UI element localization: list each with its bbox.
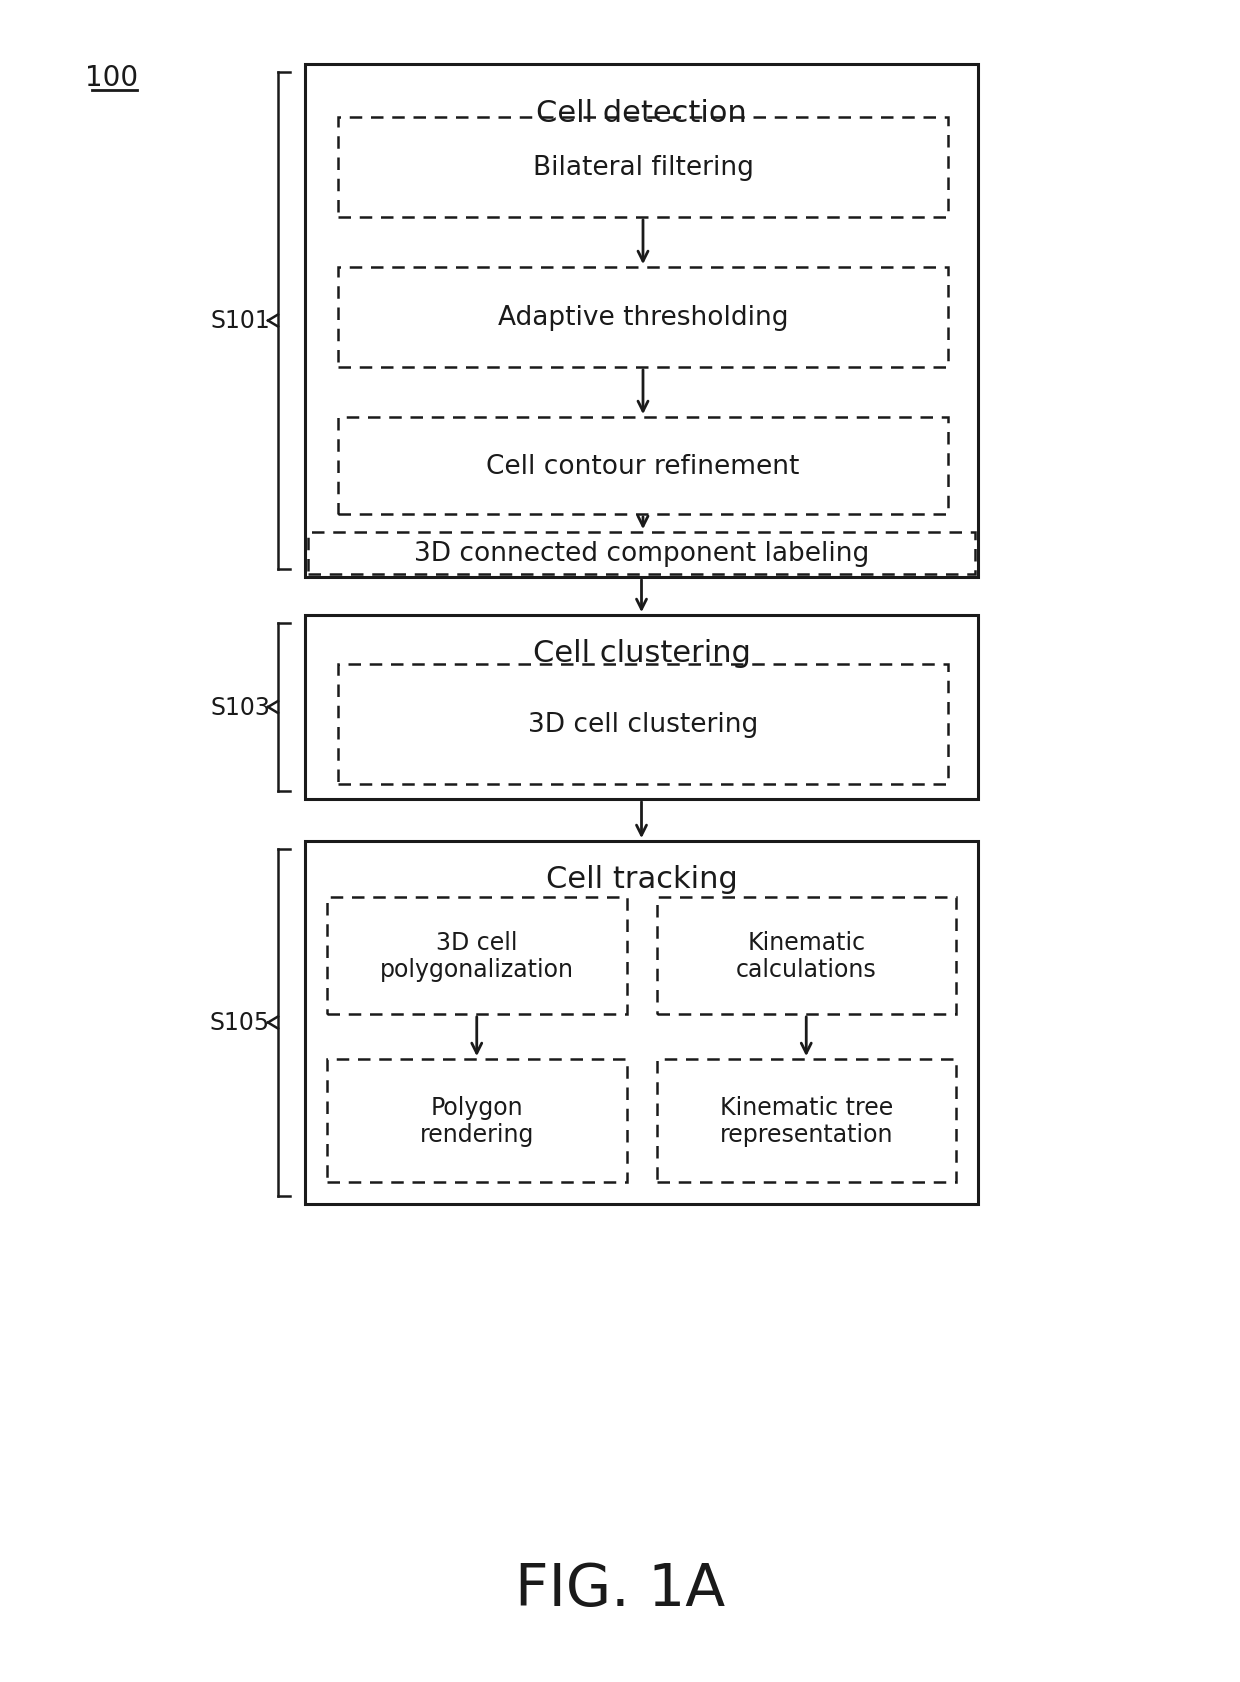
Text: S103: S103 [210, 696, 270, 720]
Text: FIG. 1A: FIG. 1A [515, 1561, 725, 1618]
Text: Kinematic tree
representation: Kinematic tree representation [719, 1095, 893, 1147]
Text: Bilateral filtering: Bilateral filtering [532, 155, 754, 182]
Text: 3D cell
polygonalization: 3D cell polygonalization [379, 930, 574, 982]
Bar [339, 664, 949, 784]
Text: S101: S101 [210, 309, 270, 333]
Bar [305, 66, 978, 577]
Bar [305, 616, 978, 799]
Bar [656, 898, 956, 1014]
Text: S105: S105 [210, 1011, 270, 1034]
Text: Polygon
rendering: Polygon rendering [419, 1095, 534, 1147]
Text: Cell detection: Cell detection [536, 99, 746, 128]
Text: Kinematic
calculations: Kinematic calculations [735, 930, 877, 982]
Bar [305, 841, 978, 1204]
Bar [308, 533, 975, 575]
Text: 3D cell clustering: 3D cell clustering [528, 711, 758, 738]
Bar [327, 1060, 626, 1182]
Text: Cell contour refinement: Cell contour refinement [486, 452, 800, 479]
Text: 100: 100 [86, 64, 139, 93]
Bar [339, 417, 949, 515]
Text: Cell clustering: Cell clustering [532, 639, 750, 668]
Text: Cell tracking: Cell tracking [546, 865, 738, 893]
Bar [327, 898, 626, 1014]
Bar [339, 267, 949, 368]
Bar [339, 118, 949, 219]
Text: 3D connected component labeling: 3D connected component labeling [414, 540, 869, 567]
Bar [656, 1060, 956, 1182]
Text: Adaptive thresholding: Adaptive thresholding [497, 304, 789, 331]
